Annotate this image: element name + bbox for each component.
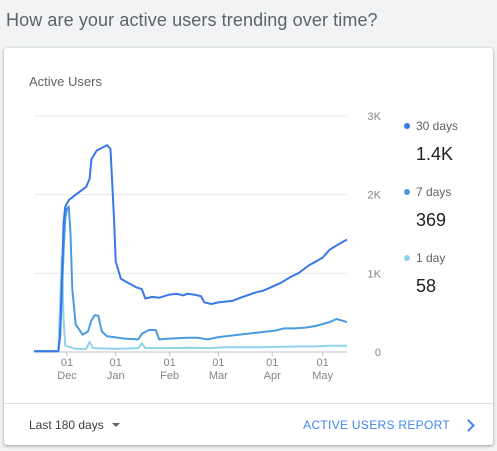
x-tick-label-top: 01 [212,357,224,369]
x-tick-label-bottom: Apr [264,370,281,382]
series-line-30-days [34,144,348,353]
legend-value-1-day: 58 [416,276,437,296]
chart-legend: 30 days 1.4K 7 days 369 1 day 58 [404,118,489,316]
x-tick-label-top: 01 [317,357,329,369]
active-users-card: Active Users 01 Dec 01 Jan 01 Feb 01 Mar 01 Apr 01… [4,48,493,445]
series-line-1-day [34,256,347,353]
date-range-label: Last 180 days [29,418,104,432]
date-range-dropdown[interactable]: Last 180 days [29,418,120,432]
x-tick-label-top: 01 [61,357,73,369]
y-tick-label: 2K [368,190,382,202]
x-tick-label-bottom: Feb [160,370,179,382]
legend-item-30-days: 30 days 1.4K [404,118,489,184]
x-tick-label-top: 01 [164,357,176,369]
legend-label-7-days: 7 days [416,185,452,199]
x-tick-label-top: 01 [110,357,122,369]
y-tick-label: 3K [368,111,382,123]
legend-item-7-days: 7 days 369 [404,184,489,250]
legend-label-1-day: 1 day [416,251,446,265]
card-footer: Last 180 days ACTIVE USERS REPORT [4,403,493,446]
x-tick-label-bottom: Jan [107,370,125,382]
legend-dot-7-days [404,189,410,195]
grid-lines [34,115,347,353]
card-title: Active Users [29,74,102,89]
report-link-label: ACTIVE USERS REPORT [303,418,450,432]
x-tick-label-bottom: Mar [209,370,228,382]
y-axis: 0 1K 2K 3K [368,111,382,359]
x-tick-label-top: 01 [266,357,278,369]
legend-item-1-day: 1 day 58 [404,250,489,316]
series-lines [34,144,348,353]
active-users-report-link[interactable]: ACTIVE USERS REPORT [303,418,475,432]
x-tick-label-bottom: May [312,370,333,382]
chevron-right-icon [462,419,475,432]
y-tick-label: 1K [368,268,382,280]
page-heading: How are your active users trending over … [6,10,378,30]
legend-dot-30-days [404,123,410,129]
legend-label-30-days: 30 days [416,119,459,133]
legend-value-7-days: 369 [416,210,447,230]
legend-dot-1-day [404,255,410,261]
x-tick-label-bottom: Dec [57,370,77,382]
y-tick-label: 0 [375,347,381,359]
series-line-7-days [34,205,348,353]
caret-down-icon [111,423,120,427]
legend-value-30-days: 1.4K [416,144,454,164]
